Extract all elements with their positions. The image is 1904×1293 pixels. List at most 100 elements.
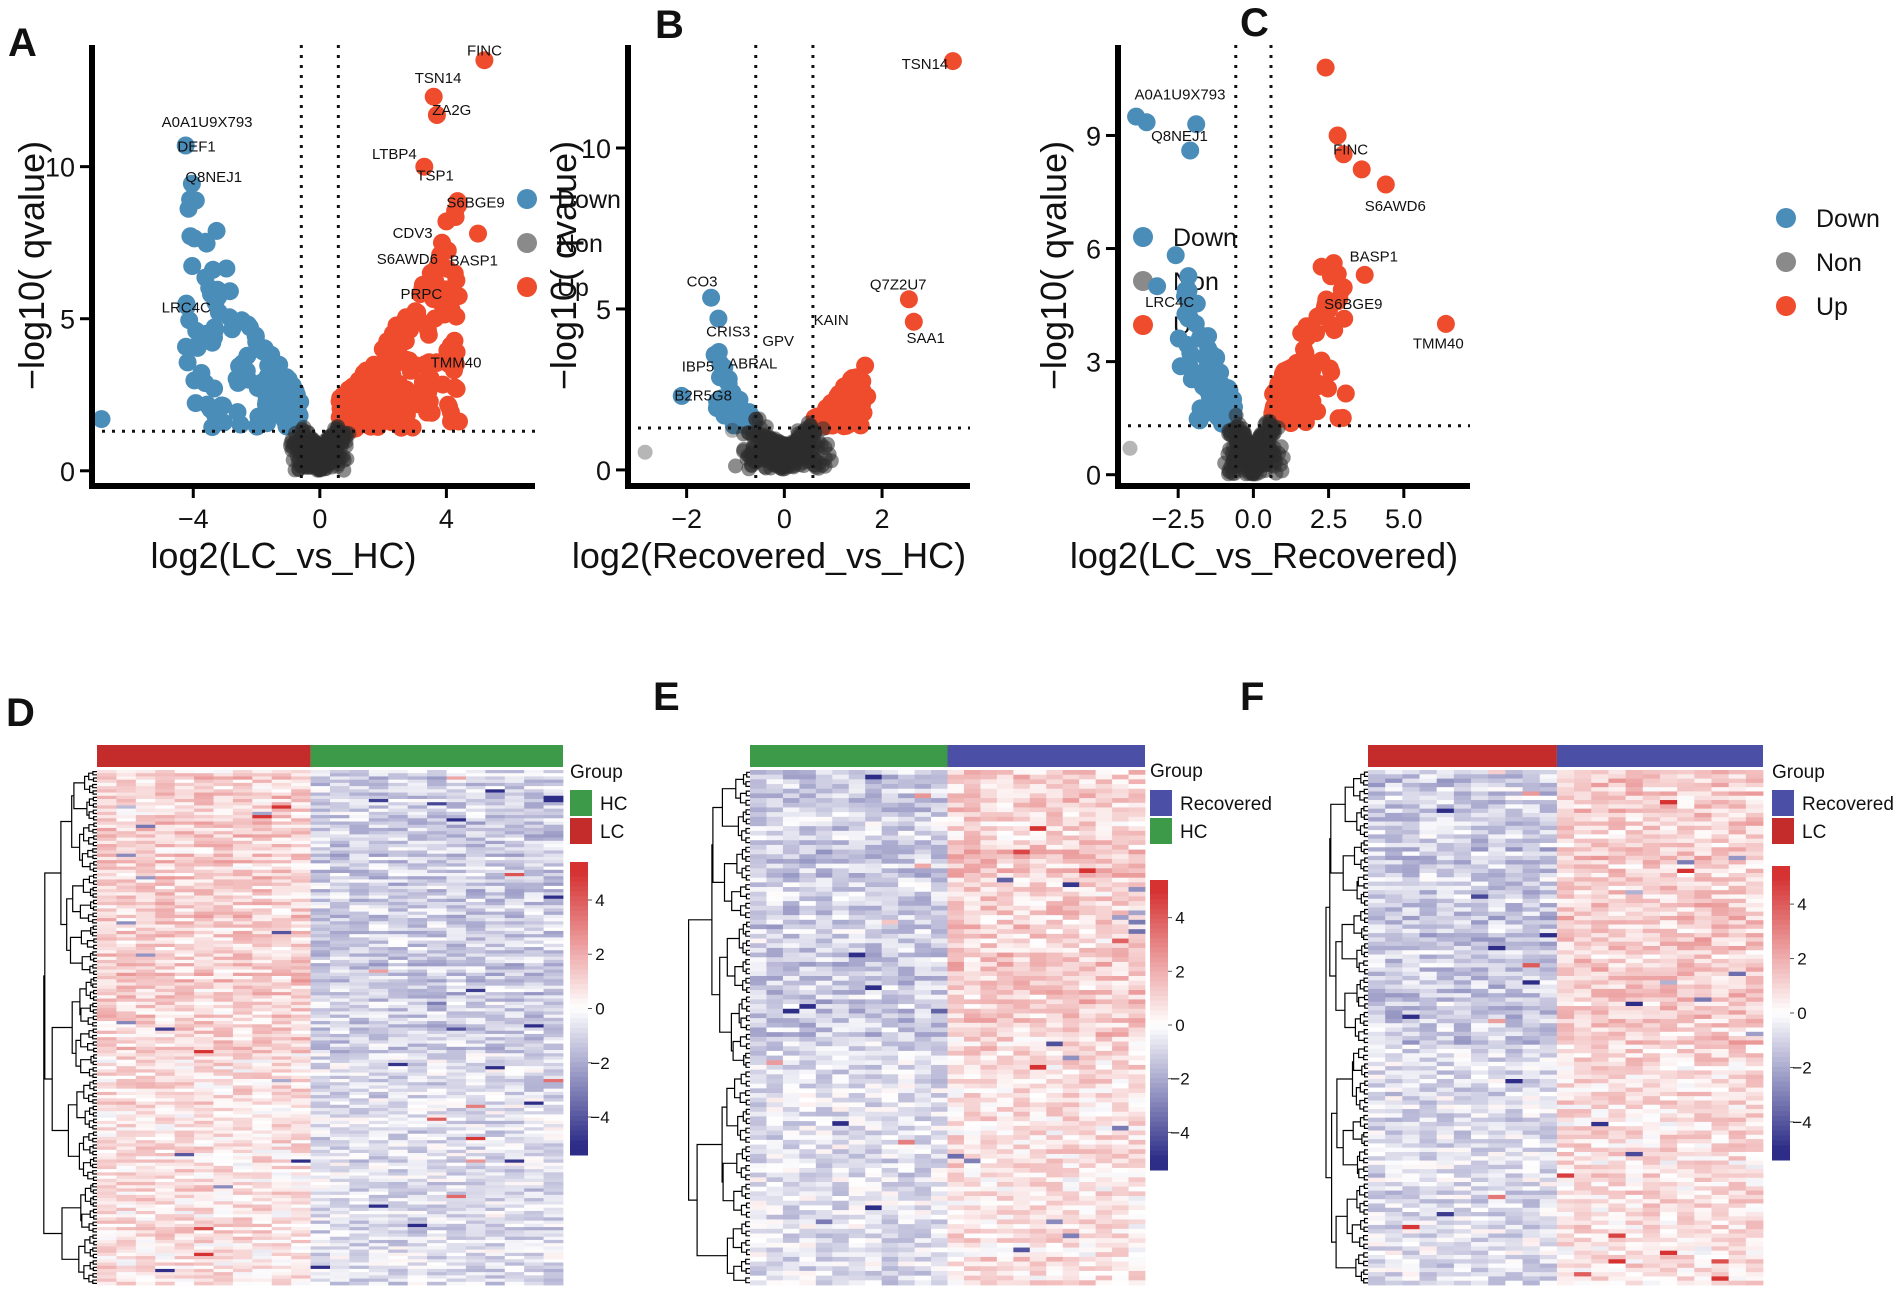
point-down	[212, 396, 231, 415]
heat-cell	[174, 1014, 195, 1019]
heat-cell	[407, 805, 428, 810]
point-up	[433, 233, 451, 252]
heat-cell	[485, 1075, 506, 1080]
heat-cell	[349, 1014, 370, 1019]
heat-cell	[310, 850, 331, 855]
heat-cell	[116, 908, 137, 913]
heat-cell	[407, 953, 428, 958]
heat-cell	[213, 831, 234, 835]
heat-cell	[407, 921, 428, 925]
heat-cell	[543, 1004, 564, 1009]
heat-cell	[388, 782, 409, 787]
heat-cell	[135, 953, 156, 958]
heat-cell	[427, 786, 447, 790]
heat-cell	[524, 998, 544, 1003]
heat-cell	[388, 950, 409, 954]
heat-cell	[310, 1062, 331, 1067]
heat-cell	[368, 1101, 389, 1106]
heat-cell	[291, 1127, 311, 1131]
heat-cell	[427, 863, 447, 867]
heat-cell	[388, 1033, 409, 1038]
heat-cell	[388, 1040, 409, 1044]
heat-cell	[232, 976, 253, 980]
heat-cell	[194, 821, 214, 826]
heat-cell	[97, 905, 117, 909]
heat-cell	[368, 805, 389, 810]
heat-cell	[368, 789, 389, 793]
heat-cell	[504, 1082, 525, 1086]
heat-cell	[174, 1117, 195, 1122]
heat-cell	[291, 895, 311, 900]
heat-cell	[465, 914, 486, 919]
heat-cell	[543, 1107, 564, 1112]
legend-key-up	[517, 277, 537, 297]
heat-cell	[524, 1156, 544, 1160]
heat-cell	[252, 776, 273, 781]
heat-cell	[271, 959, 292, 964]
heat-cell	[349, 850, 370, 855]
point-up	[431, 293, 450, 312]
heat-cell	[446, 963, 467, 967]
heat-cell	[155, 947, 176, 951]
heat-cell	[232, 889, 253, 893]
heat-cell	[349, 818, 370, 822]
heat-cell	[388, 985, 409, 990]
heat-cell	[232, 1072, 253, 1077]
heat-cell	[155, 1098, 176, 1102]
heat-cell	[116, 1008, 137, 1012]
heat-cell	[524, 863, 544, 867]
heat-cell	[97, 1146, 117, 1151]
heat-cell	[291, 940, 311, 945]
gene-label: S6BGE9	[446, 195, 504, 212]
heat-cell	[388, 850, 409, 855]
heat-cell	[213, 863, 234, 867]
heat-cell	[427, 982, 447, 987]
heat-cell	[310, 1050, 331, 1054]
heat-cell	[97, 882, 117, 887]
heat-cell	[291, 876, 311, 880]
y-tick-label: 5	[596, 295, 611, 325]
heat-cell	[155, 1040, 176, 1044]
heat-cell	[427, 1130, 447, 1135]
heat-cell	[213, 847, 234, 851]
heat-cell	[446, 918, 467, 922]
heat-cell	[427, 1027, 447, 1032]
x-tick-label: 0	[312, 504, 327, 534]
heat-cell	[465, 1069, 486, 1073]
heat-cell	[407, 943, 428, 948]
heat-cell	[446, 911, 467, 916]
heat-cell	[213, 934, 234, 938]
heat-cell	[349, 950, 370, 954]
heat-cell	[232, 1156, 253, 1160]
heat-cell	[446, 976, 467, 980]
heat-cell	[252, 876, 273, 880]
heat-cell	[427, 811, 447, 816]
heat-cell	[310, 811, 331, 816]
heat-cell	[291, 1146, 311, 1151]
heat-cell	[291, 1017, 311, 1022]
heat-cell	[543, 985, 564, 990]
heat-cell	[271, 869, 292, 874]
heat-cell	[271, 815, 292, 819]
heat-cell	[174, 1024, 195, 1028]
heat-cell	[427, 924, 447, 929]
heat-cell	[310, 827, 331, 832]
heat-cell	[427, 950, 447, 954]
heat-cell	[407, 856, 428, 861]
heat-cell	[427, 1082, 447, 1086]
heat-cell	[465, 1056, 486, 1061]
heat-cell	[446, 1056, 467, 1061]
heat-cell	[446, 789, 467, 793]
heat-cell	[427, 850, 447, 855]
heat-cell	[271, 1120, 292, 1125]
heat-cell	[116, 1004, 137, 1009]
heat-cell	[330, 840, 350, 845]
heat-cell	[155, 824, 176, 829]
heat-cell	[524, 950, 544, 954]
heat-cell	[291, 1117, 311, 1122]
heat-cell	[465, 831, 486, 835]
heat-cell	[232, 1149, 253, 1154]
heat-cell	[368, 811, 389, 816]
heat-cell	[504, 889, 525, 893]
heat-cell	[232, 1043, 253, 1048]
